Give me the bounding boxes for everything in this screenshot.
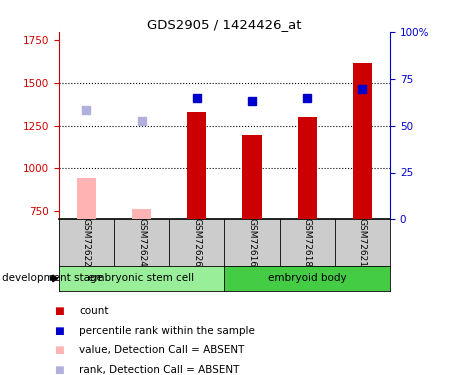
Text: ■: ■ — [54, 326, 64, 336]
Title: GDS2905 / 1424426_at: GDS2905 / 1424426_at — [147, 18, 302, 31]
Bar — [132, 209, 151, 219]
Text: development stage: development stage — [2, 273, 103, 284]
Text: GSM72618: GSM72618 — [303, 218, 312, 267]
Text: GSM72624: GSM72624 — [137, 218, 146, 267]
Text: count: count — [79, 306, 108, 316]
Text: percentile rank within the sample: percentile rank within the sample — [79, 326, 255, 336]
Bar — [187, 112, 207, 219]
Text: ■: ■ — [54, 365, 64, 375]
Text: ■: ■ — [54, 345, 64, 355]
Bar — [77, 178, 96, 219]
Text: GSM72616: GSM72616 — [248, 218, 257, 267]
Text: embryonic stem cell: embryonic stem cell — [88, 273, 194, 284]
Bar — [298, 117, 317, 219]
Text: GSM72622: GSM72622 — [82, 218, 91, 267]
Text: embryoid body: embryoid body — [268, 273, 346, 284]
Text: GSM72621: GSM72621 — [358, 218, 367, 267]
Text: rank, Detection Call = ABSENT: rank, Detection Call = ABSENT — [79, 365, 239, 375]
Text: value, Detection Call = ABSENT: value, Detection Call = ABSENT — [79, 345, 244, 355]
Text: ■: ■ — [54, 306, 64, 316]
Text: GSM72626: GSM72626 — [192, 218, 201, 267]
Bar — [242, 135, 262, 219]
Bar — [353, 63, 372, 219]
